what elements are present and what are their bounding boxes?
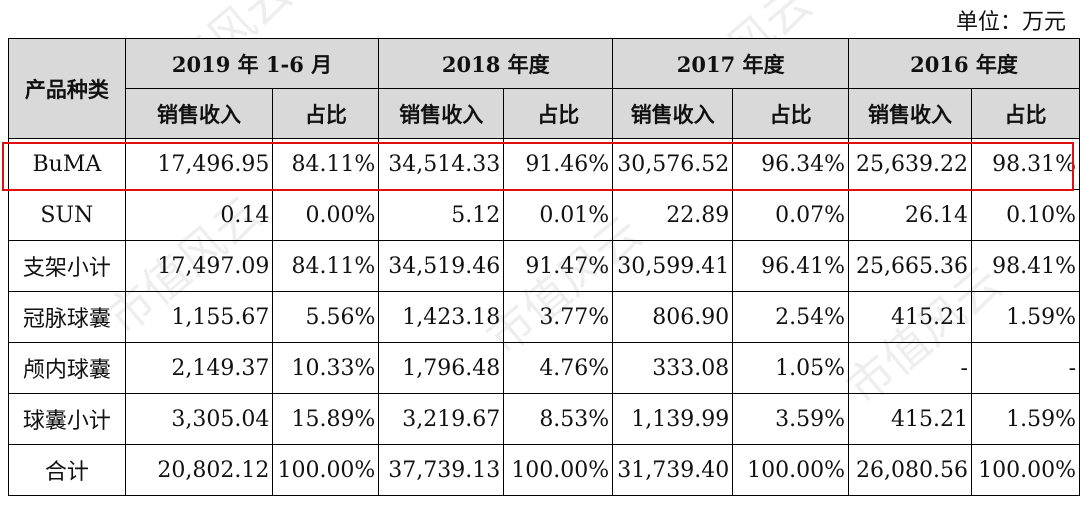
period-header: 2016 年度 <box>848 38 1080 89</box>
sub-header-share: 占比 <box>272 88 380 139</box>
sub-header-share: 占比 <box>503 88 614 139</box>
revenue-cell: 22.89 <box>612 189 734 241</box>
revenue-cell: 30,599.41 <box>612 240 734 292</box>
revenue-cell: 25,639.22 <box>848 138 972 190</box>
share-cell: 0.07% <box>732 189 850 241</box>
revenue-cell: 5.12 <box>378 189 505 241</box>
revenue-cell: 415.21 <box>848 393 972 445</box>
sub-header-revenue: 销售收入 <box>378 88 505 139</box>
row-label: 合计 <box>8 444 126 496</box>
revenue-cell: 20,802.12 <box>124 444 274 496</box>
share-cell: 4.76% <box>503 342 614 394</box>
share-cell: 10.33% <box>272 342 380 394</box>
row-label: BuMA <box>8 138 126 190</box>
row-label: 球囊小计 <box>8 393 126 445</box>
revenue-table: 产品种类 2019 年 1-6 月 2018 年度 2017 年度 2016 年… <box>8 38 1080 496</box>
revenue-cell: 37,739.13 <box>378 444 505 496</box>
revenue-cell: 30,576.52 <box>612 138 734 190</box>
share-cell: 0.10% <box>970 189 1080 241</box>
revenue-cell: 3,219.67 <box>378 393 505 445</box>
share-cell: 1.59% <box>970 291 1080 343</box>
share-cell: 84.11% <box>272 138 380 190</box>
share-cell: 100.00% <box>272 444 380 496</box>
share-cell: 3.77% <box>503 291 614 343</box>
share-cell: 96.41% <box>732 240 850 292</box>
revenue-cell: 333.08 <box>612 342 734 394</box>
share-cell: 100.00% <box>970 444 1080 496</box>
table-row: 支架小计 17,497.09 84.11% 34,519.46 91.47% 30,599… <box>8 240 1080 292</box>
revenue-cell: 26.14 <box>848 189 972 241</box>
revenue-cell: 1,139.99 <box>612 393 734 445</box>
unit-label: 单位：万元 <box>955 10 1066 35</box>
share-cell: 0.01% <box>503 189 614 241</box>
share-cell: 0.00% <box>272 189 380 241</box>
sub-header-share: 占比 <box>732 88 850 139</box>
table-row: 球囊小计 3,305.04 15.89% 3,219.67 8.53% 1,139.99 3… <box>8 393 1080 445</box>
revenue-cell: 415.21 <box>848 291 972 343</box>
revenue-cell: 1,423.18 <box>378 291 505 343</box>
revenue-cell: 1,796.48 <box>378 342 505 394</box>
table-row: 合计 20,802.12 100.00% 37,739.13 100.00% 31,739… <box>8 444 1080 496</box>
share-cell: 98.31% <box>970 138 1080 190</box>
share-cell: 1.59% <box>970 393 1080 445</box>
revenue-cell: - <box>848 342 972 394</box>
revenue-cell: 31,739.40 <box>612 444 734 496</box>
share-cell: 8.53% <box>503 393 614 445</box>
table-row: 冠脉球囊 1,155.67 5.56% 1,423.18 3.77% 806.90 2.54… <box>8 291 1080 343</box>
sub-header-revenue: 销售收入 <box>124 88 274 139</box>
revenue-cell: 806.90 <box>612 291 734 343</box>
share-cell: 100.00% <box>503 444 614 496</box>
share-cell: 91.47% <box>503 240 614 292</box>
share-cell: 98.41% <box>970 240 1080 292</box>
share-cell: 100.00% <box>732 444 850 496</box>
revenue-cell: 3,305.04 <box>124 393 274 445</box>
category-header: 产品种类 <box>8 38 126 139</box>
revenue-cell: 2,149.37 <box>124 342 274 394</box>
period-header: 2017 年度 <box>612 38 850 89</box>
share-cell: - <box>970 342 1080 394</box>
sub-header-share: 占比 <box>970 88 1080 139</box>
share-cell: 91.46% <box>503 138 614 190</box>
share-cell: 84.11% <box>272 240 380 292</box>
share-cell: 1.05% <box>732 342 850 394</box>
share-cell: 3.59% <box>732 393 850 445</box>
revenue-cell: 1,155.67 <box>124 291 274 343</box>
sub-header-revenue: 销售收入 <box>848 88 972 139</box>
revenue-cell: 17,496.95 <box>124 138 274 190</box>
share-cell: 15.89% <box>272 393 380 445</box>
period-header: 2018 年度 <box>378 38 614 89</box>
table-row: BuMA 17,496.95 84.11% 34,514.33 91.46% 30,576… <box>8 138 1080 190</box>
period-header: 2019 年 1-6 月 <box>124 38 380 89</box>
table-row: 颅内球囊 2,149.37 10.33% 1,796.48 4.76% 333.08 1.0… <box>8 342 1080 394</box>
row-label: 支架小计 <box>8 240 126 292</box>
share-cell: 5.56% <box>272 291 380 343</box>
revenue-cell: 34,514.33 <box>378 138 505 190</box>
row-label: 冠脉球囊 <box>8 291 126 343</box>
revenue-cell: 25,665.36 <box>848 240 972 292</box>
revenue-cell: 26,080.56 <box>848 444 972 496</box>
share-cell: 96.34% <box>732 138 850 190</box>
sub-header-revenue: 销售收入 <box>612 88 734 139</box>
table-row: SUN 0.14 0.00% 5.12 0.01% 22.89 0.07% 26.14 0.10… <box>8 189 1080 241</box>
revenue-cell: 0.14 <box>124 189 274 241</box>
row-label: 颅内球囊 <box>8 342 126 394</box>
share-cell: 2.54% <box>732 291 850 343</box>
revenue-cell: 34,519.46 <box>378 240 505 292</box>
row-label: SUN <box>8 189 126 241</box>
revenue-cell: 17,497.09 <box>124 240 274 292</box>
